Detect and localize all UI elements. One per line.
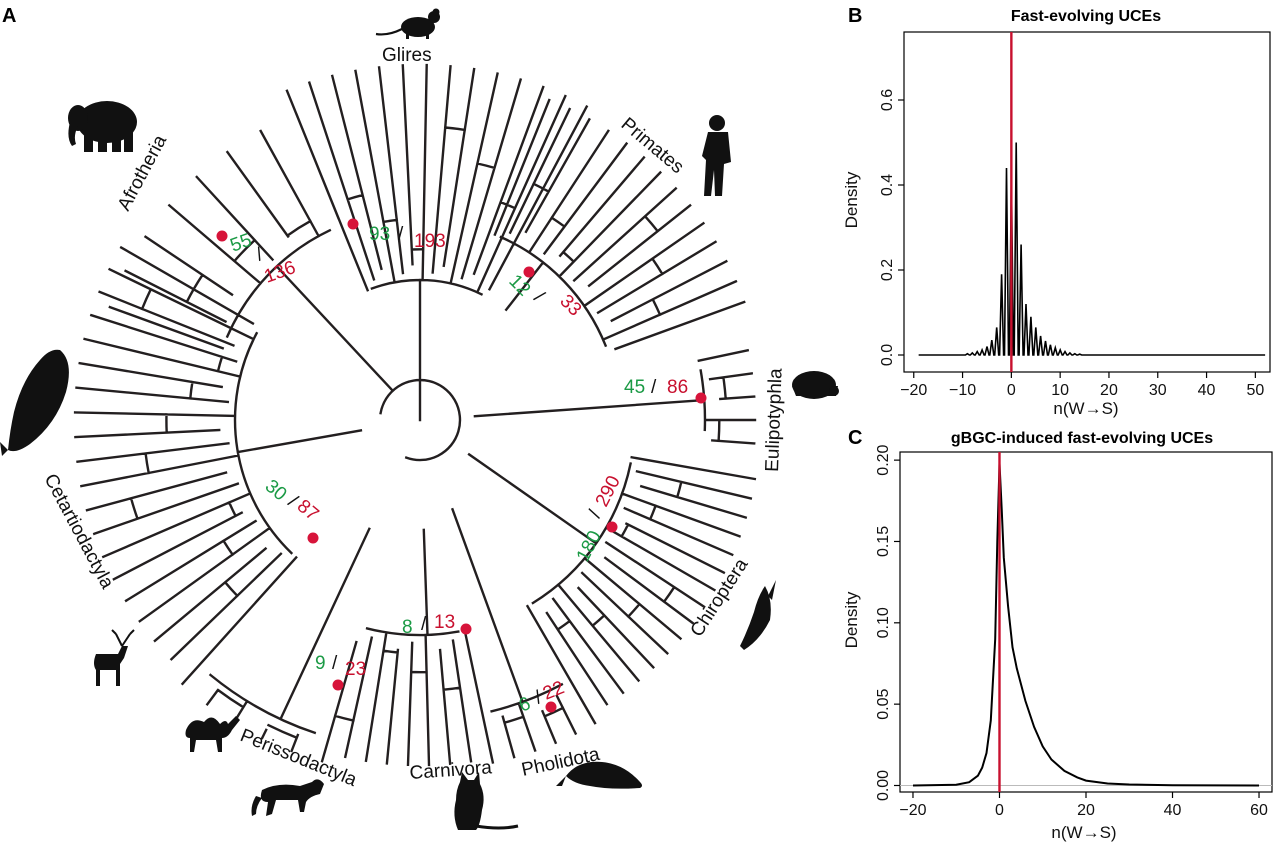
count-separator: / <box>398 224 404 245</box>
node-count-primates: 12 / 33 <box>504 271 585 321</box>
x-tick-label: −20 <box>899 802 926 819</box>
cat-icon <box>454 772 519 830</box>
node-dot-glires <box>347 218 359 230</box>
panel-b-density-chart: B Fast-evolving UCEs Density n(W→S) −20−… <box>842 5 1271 418</box>
count-separator: / <box>585 506 606 521</box>
deer-icon <box>94 629 135 686</box>
y-tick-label: 0.0 <box>879 344 896 366</box>
panel-b-title: Fast-evolving UCEs <box>1011 8 1161 25</box>
x-tick-label: 40 <box>1164 802 1182 819</box>
count-red: 22 <box>540 677 567 704</box>
tree-node-markers <box>216 218 707 713</box>
node-dot-afrotheria <box>216 230 228 242</box>
node-count-eulipotyphla: 45 / 86 <box>624 377 688 398</box>
human-icon <box>702 115 731 196</box>
y-tick-label: 0.4 <box>879 174 896 196</box>
node-dot-primates <box>523 266 535 278</box>
count-separator: / <box>651 377 657 398</box>
clade-label-carnivora: Carnivora <box>409 757 493 784</box>
panel-b-xlabel: n(W→S) <box>1053 399 1118 418</box>
y-tick-label: 0.6 <box>879 89 896 111</box>
panel-a-phylogeny: A Glires Primates Afrotheria Eulipotyphl… <box>0 5 839 830</box>
horse-icon <box>251 779 324 816</box>
x-tick-label: 10 <box>1051 382 1069 399</box>
count-red: 86 <box>667 377 688 398</box>
panel-c-title: gBGC-induced fast-evolving UCEs <box>951 430 1213 447</box>
x-tick-label: −10 <box>949 382 976 399</box>
clade-label-chiroptera: Chiroptera <box>687 555 753 641</box>
count-red: 193 <box>414 231 446 252</box>
x-tick-label: 30 <box>1149 382 1167 399</box>
node-count-glires: 93 / 193 <box>369 224 446 252</box>
node-dot-pholidota <box>545 701 557 713</box>
panel-c-xlabel: n(W→S) <box>1051 823 1116 842</box>
bat-icon <box>740 580 776 650</box>
y-tick-label: 0.2 <box>879 259 896 281</box>
clade-label-eulipotyphla: Eulipotyphla <box>762 368 787 473</box>
hedgehog-icon <box>792 371 839 399</box>
y-tick-label: 0.00 <box>875 770 892 801</box>
count-green: 6 <box>516 693 534 716</box>
count-green: 8 <box>402 617 413 638</box>
panel-b-ylabel: Density <box>842 171 861 228</box>
node-dot-cetartiodactyla <box>307 532 319 544</box>
node-count-cetartiodactyla: 30 / 87 <box>261 476 323 526</box>
pangolin-icon <box>556 761 642 789</box>
tree-branches <box>73 63 757 767</box>
mouse-icon <box>375 8 440 39</box>
plot-frame <box>899 451 1273 793</box>
count-red: 13 <box>434 612 455 633</box>
x-tick-label: 0 <box>1007 382 1016 399</box>
x-tick-label: 0 <box>995 802 1004 819</box>
clade-label-primates: Primates <box>617 114 688 178</box>
node-dot-chiroptera <box>606 521 618 533</box>
count-separator: / <box>421 614 427 635</box>
x-tick-label: 40 <box>1198 382 1216 399</box>
camel-icon <box>185 716 240 752</box>
node-dot-carnivora <box>460 623 472 635</box>
count-separator: / <box>529 288 548 307</box>
node-count-perissodactyla: 9 / 23 <box>315 653 366 680</box>
y-tick-label: 0.15 <box>875 526 892 557</box>
whale-icon <box>0 349 69 456</box>
x-tick-label: 20 <box>1100 382 1118 399</box>
count-green: 93 <box>369 224 390 245</box>
x-tick-label: 20 <box>1077 802 1095 819</box>
node-count-chiroptera: 180 / 290 <box>573 472 625 565</box>
clade-label-afrotheria: Afrotheria <box>114 131 171 214</box>
clade-label-glires: Glires <box>382 45 432 66</box>
panel-c-letter: C <box>848 427 862 449</box>
count-green: 9 <box>315 653 326 674</box>
count-green: 45 <box>624 377 645 398</box>
panel-c-plot: −20 0 20 40 60 0.00 0.05 0.10 0.15 0.20 <box>875 444 1273 819</box>
count-separator: / <box>332 653 338 674</box>
x-tick-label: 60 <box>1250 802 1268 819</box>
y-tick-label: 0.20 <box>875 444 892 475</box>
clade-label-cetartiodactyla: Cetartiodactyla <box>40 470 118 592</box>
density-line <box>918 142 1266 356</box>
node-count-carnivora: 8 / 13 <box>402 612 455 638</box>
node-dot-eulipotyphla <box>695 392 707 404</box>
panel-a-letter: A <box>2 5 16 27</box>
density-line <box>912 463 1260 787</box>
y-tick-label: 0.10 <box>875 607 892 638</box>
panel-b-letter: B <box>848 5 862 27</box>
panel-b-plot: −20 −10 0 10 20 30 40 50 0.0 0.2 0.4 0.6 <box>879 31 1271 399</box>
node-dot-perissodactyla <box>332 679 344 691</box>
count-green: 30 <box>261 476 291 506</box>
panel-c-density-chart: C gBGC-induced fast-evolving UCEs Densit… <box>842 427 1273 842</box>
count-red: 87 <box>293 496 323 526</box>
tree-branch-paths <box>73 63 757 767</box>
count-green: 180 <box>573 527 606 565</box>
x-tick-label: 50 <box>1246 382 1264 399</box>
x-tick-label: −20 <box>900 382 927 399</box>
count-red: 33 <box>555 291 585 321</box>
y-tick-label: 0.05 <box>875 688 892 719</box>
count-red: 23 <box>345 659 366 680</box>
panel-c-ylabel: Density <box>842 591 861 648</box>
count-red: 290 <box>592 472 625 510</box>
plot-frame <box>903 31 1271 373</box>
elephant-icon <box>68 101 137 152</box>
